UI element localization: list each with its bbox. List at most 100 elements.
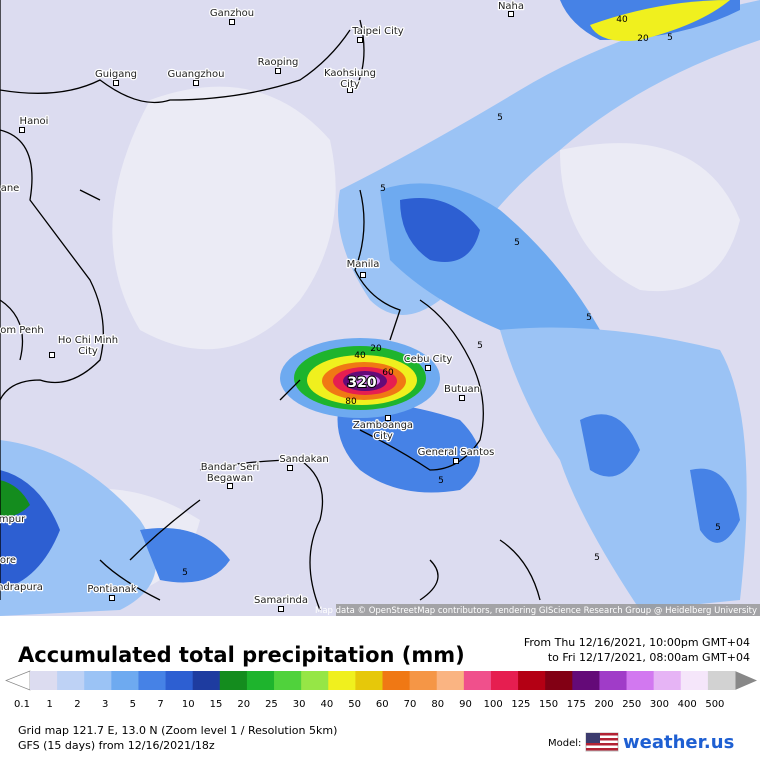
legend-swatch: [680, 671, 709, 690]
city-label: Ganzhou: [210, 8, 254, 19]
legend-label: 100: [484, 699, 503, 710]
legend-label: 400: [678, 699, 697, 710]
legend-swatch: [111, 671, 139, 690]
rain-area: [337, 400, 480, 493]
legend-swatch: [436, 671, 465, 690]
city-label: Zamboanga: [353, 420, 413, 431]
map: Map data © OpenStreetMap contributors, r…: [0, 0, 760, 616]
title: Accumulated total precipitation (mm): [18, 643, 465, 667]
city-label: Ho Chi Minh: [58, 335, 118, 346]
legend-label: 5: [130, 699, 136, 710]
city-marker: [49, 352, 55, 358]
city-marker: [193, 80, 199, 86]
contour-label: 5: [182, 568, 188, 578]
legend-swatch: [138, 671, 167, 690]
contour-label: 5: [715, 523, 721, 533]
rain-area: [140, 528, 230, 583]
city-label: Taipei City: [351, 26, 403, 37]
contour-label: 320: [347, 375, 376, 391]
city-label: Bandar Seri: [201, 462, 259, 473]
legend-label: 200: [594, 699, 613, 710]
contour-label: 40: [616, 15, 628, 25]
legend-swatch: [518, 671, 546, 690]
legend-swatch: [30, 671, 58, 690]
city-marker: [347, 87, 353, 93]
contour-label: 40: [354, 351, 366, 361]
dry-area: [112, 86, 336, 350]
legend-swatch: [301, 671, 329, 690]
legend-label: 50: [348, 699, 361, 710]
city-labels: Ganzhou Naha Taipei City Guigang Guangzhou Ra…: [0, 0, 525, 612]
legend-swatch: [57, 671, 85, 690]
contour-labels: 40 20 5 5 5 5 5 5 40 20 320 60 80 5 5 5 5: [182, 15, 721, 578]
legend-label: 70: [404, 699, 417, 710]
city-label: City: [340, 79, 360, 90]
contour-label: 5: [667, 33, 673, 43]
legend-label: 1: [47, 699, 53, 710]
city-label: ore: [0, 555, 16, 566]
contour-label: 20: [637, 34, 649, 44]
legend-label: 25: [265, 699, 278, 710]
rain-area: [0, 480, 30, 517]
city-label: City: [373, 431, 393, 442]
legend-label: 10: [182, 699, 195, 710]
coastline: [0, 19, 365, 401]
legend-swatch: [599, 671, 628, 690]
city-marker: [385, 415, 391, 421]
contour-label: 5: [514, 238, 520, 248]
legend-label: 300: [650, 699, 669, 710]
legend-label: 60: [376, 699, 389, 710]
dry-area: [560, 143, 740, 292]
legend-swatch: [382, 671, 411, 690]
legend-swatch: [626, 671, 655, 690]
city-label: Hanoi: [20, 116, 49, 127]
legend-swatch: [463, 671, 492, 690]
contour-label: 5: [586, 313, 592, 323]
legend-swatch: [707, 671, 736, 690]
legend-label: 30: [293, 699, 306, 710]
legend-label: 7: [157, 699, 163, 710]
city-marker: [278, 606, 284, 612]
legend-label: 3: [102, 699, 108, 710]
contour-label: 60: [382, 368, 394, 378]
model-label: Model:: [548, 738, 581, 749]
legend-swatch: [572, 671, 600, 690]
legend-label: 500: [705, 699, 724, 710]
legend-label: 15: [210, 699, 223, 710]
grid-info: Grid map 121.7 E, 13.0 N (Zoom level 1 /…: [18, 724, 337, 737]
legend-label: 150: [539, 699, 558, 710]
legend-swatch: [490, 671, 519, 690]
city-label: Sandakan: [279, 454, 328, 465]
city-marker: [113, 80, 119, 86]
legend-label: 2: [74, 699, 80, 710]
legend-arrow-left: [5, 670, 31, 691]
to-date: to Fri 12/17/2021, 08:00am GMT+04: [548, 651, 750, 664]
contour-label: 20: [370, 344, 382, 354]
legend-label: 125: [511, 699, 530, 710]
brand: weather.us: [623, 732, 734, 753]
city-marker: [360, 272, 366, 278]
legend-label: 40: [321, 699, 334, 710]
city-marker: [229, 19, 235, 25]
legend-label: 175: [567, 699, 586, 710]
model-run: GFS (15 days) from 12/16/2021/18z: [18, 739, 215, 752]
rain-area: [400, 198, 480, 262]
city-label: Naha: [498, 1, 524, 12]
legend-swatch: [653, 671, 682, 690]
city-label: Butuan: [444, 384, 480, 395]
flag: [585, 732, 619, 752]
city-label: Guigang: [95, 69, 137, 80]
contour-label: 5: [497, 113, 503, 123]
legend-swatch: [192, 671, 221, 690]
city-marker: [453, 458, 459, 464]
city-marker: [109, 595, 115, 601]
city-label: Guangzhou: [168, 69, 225, 80]
city-marker: [19, 127, 25, 133]
coastline: [0, 0, 24, 600]
attribution: Map data © OpenStreetMap contributors, r…: [315, 606, 757, 616]
city-label: Samarinda: [254, 595, 308, 606]
city-label: City: [78, 346, 98, 357]
rain-area: [590, 0, 730, 41]
from-date: From Thu 12/16/2021, 10:00pm GMT+04: [524, 636, 750, 649]
city-label: mpur: [0, 514, 26, 525]
